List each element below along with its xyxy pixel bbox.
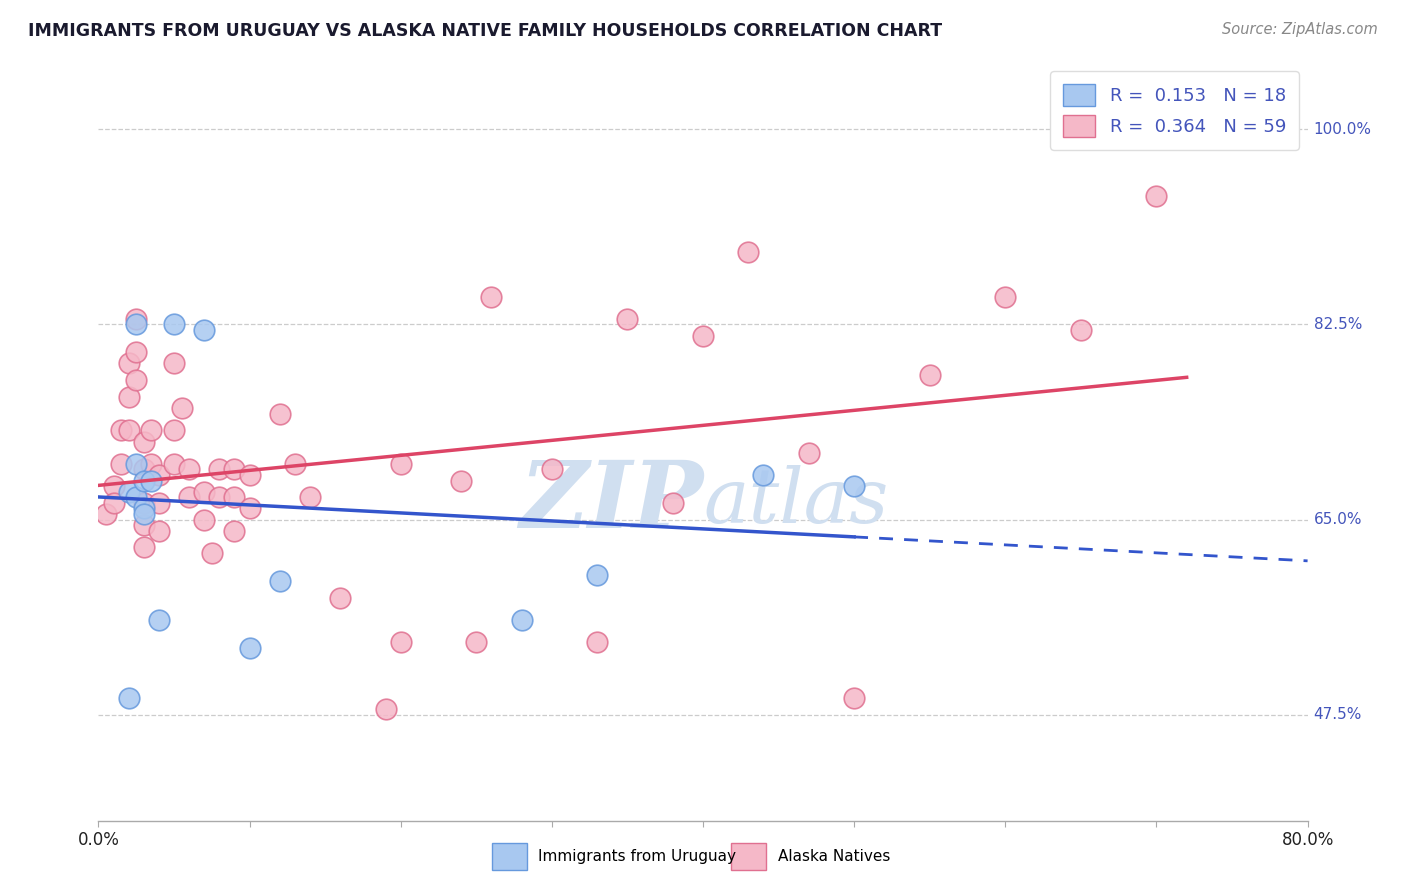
Point <box>201 546 224 560</box>
Point <box>141 457 163 471</box>
Text: ZIP: ZIP <box>519 458 703 547</box>
Point <box>389 457 412 471</box>
Text: atlas: atlas <box>703 466 889 539</box>
Text: 47.5%: 47.5% <box>1313 707 1362 723</box>
Point <box>224 524 246 538</box>
Point <box>752 468 775 483</box>
Point <box>193 513 215 527</box>
Point <box>239 501 262 516</box>
Point <box>103 496 125 510</box>
Point <box>389 635 412 649</box>
Point <box>994 290 1017 304</box>
Point <box>179 462 201 476</box>
Point <box>148 613 170 627</box>
Point <box>125 312 148 326</box>
Point <box>918 368 941 382</box>
Point <box>118 424 141 438</box>
Text: 65.0%: 65.0% <box>1313 512 1362 527</box>
Point <box>94 507 117 521</box>
Point <box>125 318 148 332</box>
Point <box>465 635 488 649</box>
Point <box>329 591 352 605</box>
Point <box>118 484 141 499</box>
Point <box>586 635 609 649</box>
Point <box>661 496 683 510</box>
Point <box>132 518 155 533</box>
Point <box>163 424 186 438</box>
Point <box>239 468 262 483</box>
Text: 100.0%: 100.0% <box>1313 122 1372 136</box>
Point <box>269 574 291 588</box>
Point <box>132 496 155 510</box>
Text: Alaska Natives: Alaska Natives <box>778 849 890 863</box>
Point <box>586 568 609 582</box>
Point <box>125 373 148 387</box>
Point <box>481 290 503 304</box>
Point <box>797 446 820 460</box>
Point <box>239 640 262 655</box>
Point <box>125 345 148 359</box>
Point <box>125 491 148 505</box>
Point <box>163 457 186 471</box>
Point <box>170 401 193 416</box>
Point <box>118 390 141 404</box>
Point <box>118 356 141 371</box>
Point <box>132 541 155 555</box>
Point <box>193 323 215 337</box>
Text: 82.5%: 82.5% <box>1313 317 1362 332</box>
Point <box>132 474 155 488</box>
Point <box>1144 189 1167 203</box>
Point <box>132 501 155 516</box>
Point <box>450 474 472 488</box>
Point <box>844 691 866 706</box>
Text: IMMIGRANTS FROM URUGUAY VS ALASKA NATIVE FAMILY HOUSEHOLDS CORRELATION CHART: IMMIGRANTS FROM URUGUAY VS ALASKA NATIVE… <box>28 22 942 40</box>
Point <box>118 691 141 706</box>
Point <box>110 457 132 471</box>
Point <box>224 462 246 476</box>
Point <box>374 702 396 716</box>
Point <box>163 318 186 332</box>
Point <box>148 468 170 483</box>
Point <box>1070 323 1092 337</box>
Point <box>110 424 132 438</box>
Point <box>163 356 186 371</box>
Point <box>141 424 163 438</box>
Point <box>208 491 231 505</box>
Point <box>193 484 215 499</box>
Point <box>132 462 155 476</box>
Point <box>125 457 148 471</box>
Point <box>224 491 246 505</box>
Point <box>284 457 307 471</box>
Point <box>269 407 291 421</box>
Point <box>510 613 533 627</box>
Point <box>141 474 163 488</box>
Point <box>148 496 170 510</box>
Point <box>132 434 155 449</box>
Point <box>616 312 638 326</box>
Point <box>179 491 201 505</box>
Text: Source: ZipAtlas.com: Source: ZipAtlas.com <box>1222 22 1378 37</box>
Point <box>540 462 562 476</box>
Point <box>844 479 866 493</box>
Legend: R =  0.153   N = 18, R =  0.364   N = 59: R = 0.153 N = 18, R = 0.364 N = 59 <box>1050 71 1299 150</box>
Point <box>103 479 125 493</box>
Point <box>299 491 322 505</box>
Point <box>208 462 231 476</box>
Text: Immigrants from Uruguay: Immigrants from Uruguay <box>538 849 737 863</box>
Point <box>737 244 759 259</box>
Point <box>132 507 155 521</box>
Point <box>148 524 170 538</box>
Point <box>692 328 714 343</box>
